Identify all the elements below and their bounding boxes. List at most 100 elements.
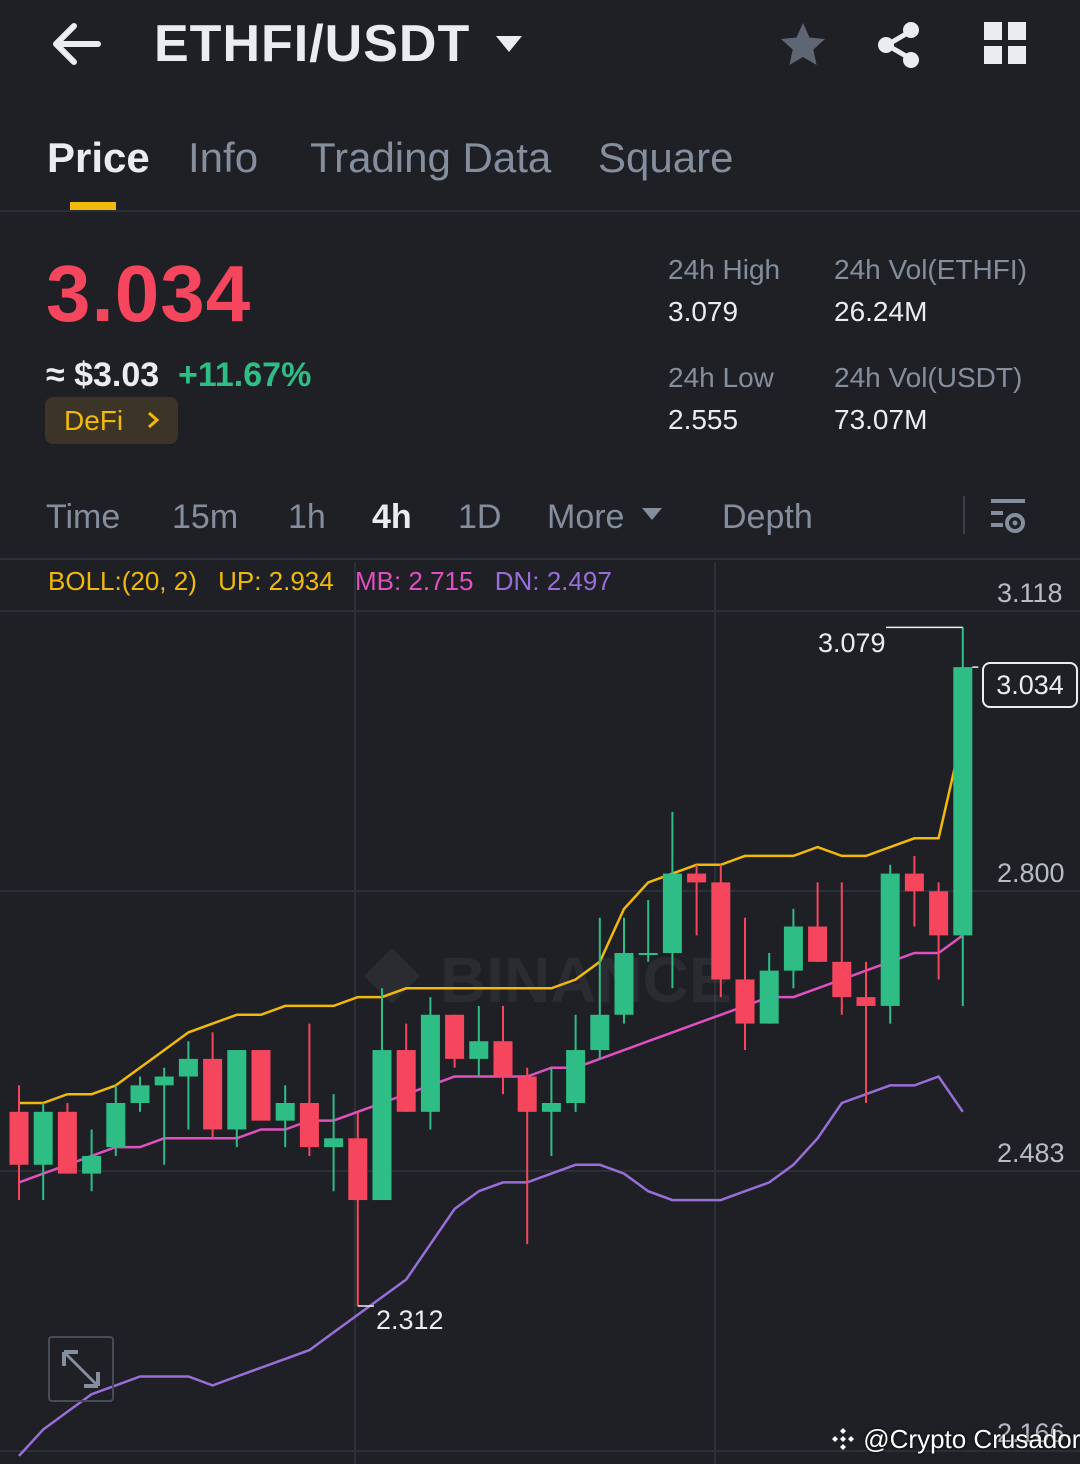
candle-body [759,970,779,1024]
candle-body [178,1058,198,1077]
tab-price[interactable]: Price [47,134,150,181]
tf-1d[interactable]: 1D [458,498,502,536]
boll-middle-line [18,934,964,1184]
low-value: 2.555 [668,404,739,435]
tab-trading-data[interactable]: Trading Data [310,134,552,181]
chart-grid [0,562,1080,1464]
usd-price: ≈ $3.03 [46,356,160,394]
vol-base-label: 24h Vol(ETHFI) [834,254,1027,285]
fullscreen-button[interactable] [48,1336,114,1402]
high-value: 3.079 [668,296,739,327]
tf-more[interactable]: More [547,498,625,536]
candle-body [299,1103,319,1148]
candle [711,864,731,998]
candle-body [275,1103,295,1121]
chevron-right-icon [148,411,160,429]
candle [759,953,779,1024]
candle [227,1050,247,1148]
candle-body [856,997,876,1006]
candle-body [687,873,707,883]
candle-body [130,1085,150,1103]
tf-time[interactable]: Time [46,498,121,536]
candle-body [106,1103,126,1148]
candle [590,917,610,1059]
last-price: 3.034 [46,249,252,338]
candle [178,1041,198,1130]
chart-settings-icon[interactable] [988,496,1028,536]
timeframe-bar: Time 15m 1h 4h 1D More Depth [0,480,1080,560]
candle-body [638,953,658,955]
expand-icon [62,1350,100,1388]
boll-upper-line [19,732,965,1105]
boll-lower-line [18,1074,964,1457]
tf-4h[interactable]: 4h [372,498,412,536]
y-tick-label: 2.800 [997,858,1065,888]
candle-body [880,873,900,1006]
boll-dn-value: DN: 2.497 [494,566,612,596]
candle [517,1067,537,1245]
candle [662,811,682,989]
candle-body [517,1076,537,1112]
candle [687,864,707,936]
watermark: BINANCE [440,944,732,1016]
candle-body [541,1103,561,1112]
candle [904,855,924,927]
candle [82,1129,102,1192]
candle [324,1094,344,1192]
tf-1h[interactable]: 1h [288,498,326,536]
candle [372,988,392,1201]
candle [566,1014,586,1112]
candle-body [566,1050,586,1103]
boll-legend: BOLL:(20, 2) UP: 2.934 MB: 2.715 DN: 2.4… [48,566,626,597]
tab-square[interactable]: Square [598,134,734,181]
category-tag-label: DeFi [64,405,124,436]
candle [614,917,634,1024]
candle-body [57,1111,77,1174]
candle-body [154,1076,174,1086]
candle [783,908,803,989]
candle-body [929,891,949,936]
candle-body [614,953,634,1015]
boll-mb-value: MB: 2.715 [354,566,474,596]
tf-depth[interactable]: Depth [722,498,813,536]
candle-body [348,1138,368,1201]
candle-body [445,1014,465,1059]
pair-title[interactable]: ETHFI/USDT [154,15,471,73]
candle [469,1005,489,1077]
back-arrow-icon[interactable] [50,22,102,66]
price-change: +11.67% [178,356,312,394]
candle [130,1076,150,1112]
tab-info[interactable]: Info [188,134,259,181]
candle [832,882,852,1015]
y-tick-label: 2.483 [997,1138,1065,1168]
more-caret-icon[interactable] [641,507,663,521]
candle [154,1067,174,1165]
candle-body [590,1014,610,1051]
star-icon[interactable] [778,20,828,70]
y-tick-label: 2.166 [997,1418,1065,1448]
candle-body [493,1041,513,1077]
boll-up-value: UP: 2.934 [218,566,334,596]
candle-body [420,1014,440,1112]
grid-icon[interactable] [982,20,1028,66]
share-icon[interactable] [874,20,924,70]
high-marker-label: 3.079 [818,628,886,658]
caret-down-icon[interactable] [494,34,524,54]
candle-body [662,873,682,953]
candlestick-chart[interactable]: BINANCE [0,562,1080,1464]
candle [57,1103,77,1174]
candle [856,961,876,1103]
boll-params: BOLL:(20, 2) [48,566,197,596]
credit-text: @Crypto Crusador [830,1424,1080,1455]
credit-label: @Crypto Crusador [863,1424,1080,1454]
candle [203,1032,223,1139]
category-tag[interactable]: DeFi [45,397,178,444]
candle [420,997,440,1130]
tf-15m[interactable]: 15m [172,498,239,536]
vol-quote-label: 24h Vol(USDT) [834,362,1023,393]
candle [541,1067,561,1156]
candle-body [396,1050,416,1112]
candle [33,1103,53,1201]
low-marker-label: 2.312 [376,1305,444,1335]
candle [735,917,755,1051]
